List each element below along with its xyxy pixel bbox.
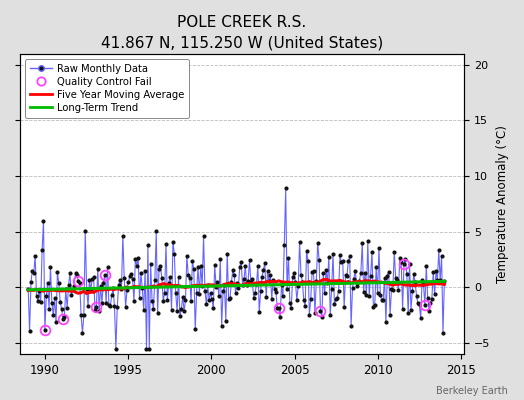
Text: Berkeley Earth: Berkeley Earth xyxy=(436,386,508,396)
Y-axis label: Temperature Anomaly (°C): Temperature Anomaly (°C) xyxy=(496,125,509,283)
Title: POLE CREEK R.S.
41.867 N, 115.250 W (United States): POLE CREEK R.S. 41.867 N, 115.250 W (Uni… xyxy=(101,15,383,51)
Legend: Raw Monthly Data, Quality Control Fail, Five Year Moving Average, Long-Term Tren: Raw Monthly Data, Quality Control Fail, … xyxy=(25,58,189,118)
